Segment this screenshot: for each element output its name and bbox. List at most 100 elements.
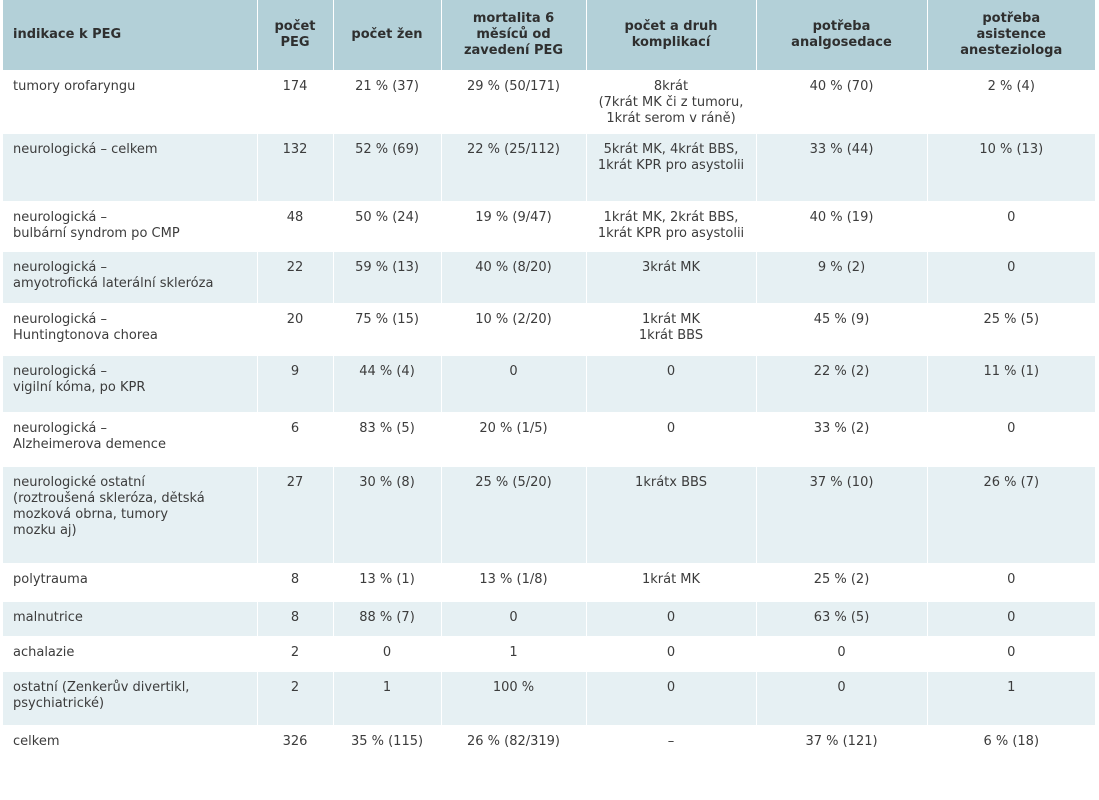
cell-complications: 1krát MK 1krát BBS — [585, 303, 756, 355]
cell-analgosedation: 33 % (2) — [755, 412, 927, 466]
header-mortality: mortalita 6 měsíců od zavedení PEG — [440, 0, 586, 70]
cell-peg-count: 22 — [256, 251, 333, 303]
cell-anesthesiologist: 0 — [926, 636, 1095, 671]
cell-mortality: 29 % (50/171) — [440, 70, 586, 133]
table-row: ostatní (Zenkerův divertikl, psychiatric… — [3, 671, 1095, 725]
cell-indication: neurologická – amyotrofická laterální sk… — [3, 251, 257, 303]
cell-peg-count: 2 — [256, 671, 333, 725]
table-row: achalazie 2 0 1 0 0 0 — [3, 636, 1095, 671]
cell-mortality: 22 % (25/112) — [440, 133, 586, 201]
table-row: neurologická – Huntingtonova chorea 20 7… — [3, 303, 1095, 355]
cell-analgosedation: 40 % (19) — [755, 201, 927, 251]
cell-complications: 0 — [585, 601, 756, 636]
cell-women-count: 30 % (8) — [332, 466, 441, 563]
cell-anesthesiologist: 11 % (1) — [926, 355, 1095, 412]
cell-women-count: 1 — [332, 671, 441, 725]
cell-anesthesiologist: 0 — [926, 563, 1095, 601]
cell-women-count: 21 % (37) — [332, 70, 441, 133]
header-analgosedation: potřeba analgosedace — [755, 0, 927, 70]
cell-women-count: 59 % (13) — [332, 251, 441, 303]
header-women-count: počet žen — [332, 0, 441, 70]
cell-anesthesiologist: 0 — [926, 251, 1095, 303]
table-row: polytrauma 8 13 % (1) 13 % (1/8) 1krát M… — [3, 563, 1095, 601]
cell-analgosedation: 40 % (70) — [755, 70, 927, 133]
cell-analgosedation: 22 % (2) — [755, 355, 927, 412]
cell-analgosedation: 25 % (2) — [755, 563, 927, 601]
table-row: neurologická – amyotrofická laterální sk… — [3, 251, 1095, 303]
cell-indication: neurologická – Alzheimerova demence — [3, 412, 257, 466]
table-header-row: indikace k PEG počet PEG počet žen morta… — [3, 0, 1095, 70]
cell-analgosedation: 45 % (9) — [755, 303, 927, 355]
cell-anesthesiologist: 2 % (4) — [926, 70, 1095, 133]
cell-complications: 0 — [585, 671, 756, 725]
cell-complications: – — [585, 725, 756, 760]
cell-indication: polytrauma — [3, 563, 257, 601]
cell-indication: neurologické ostatní (roztroušená skleró… — [3, 466, 257, 563]
header-peg-count: počet PEG — [256, 0, 333, 70]
cell-mortality: 0 — [440, 601, 586, 636]
cell-anesthesiologist: 6 % (18) — [926, 725, 1095, 760]
cell-peg-count: 2 — [256, 636, 333, 671]
cell-complications: 3krát MK — [585, 251, 756, 303]
cell-peg-count: 132 — [256, 133, 333, 201]
cell-mortality: 1 — [440, 636, 586, 671]
cell-mortality: 100 % — [440, 671, 586, 725]
cell-indication: achalazie — [3, 636, 257, 671]
cell-anesthesiologist: 10 % (13) — [926, 133, 1095, 201]
cell-indication: neurologická – Huntingtonova chorea — [3, 303, 257, 355]
cell-complications: 5krát MK, 4krát BBS, 1krát KPR pro asyst… — [585, 133, 756, 201]
cell-mortality: 10 % (2/20) — [440, 303, 586, 355]
cell-women-count: 35 % (115) — [332, 725, 441, 760]
cell-indication: malnutrice — [3, 601, 257, 636]
cell-anesthesiologist: 1 — [926, 671, 1095, 725]
cell-women-count: 0 — [332, 636, 441, 671]
header-anesthesiologist: potřeba asistence anesteziologa — [926, 0, 1095, 70]
cell-complications: 0 — [585, 412, 756, 466]
cell-women-count: 83 % (5) — [332, 412, 441, 466]
header-complications: počet a druh komplikací — [585, 0, 756, 70]
cell-analgosedation: 0 — [755, 671, 927, 725]
cell-indication: celkem — [3, 725, 257, 760]
cell-analgosedation: 0 — [755, 636, 927, 671]
cell-mortality: 13 % (1/8) — [440, 563, 586, 601]
cell-peg-count: 9 — [256, 355, 333, 412]
cell-indication: neurologická – vigilní kóma, po KPR — [3, 355, 257, 412]
cell-mortality: 0 — [440, 355, 586, 412]
table-row: neurologická – Alzheimerova demence 6 83… — [3, 412, 1095, 466]
cell-peg-count: 8 — [256, 563, 333, 601]
table-row: neurologická – celkem 132 52 % (69) 22 %… — [3, 133, 1095, 201]
cell-complications: 8krát (7krát MK či z tumoru, 1krát serom… — [585, 70, 756, 133]
cell-complications: 0 — [585, 355, 756, 412]
cell-peg-count: 48 — [256, 201, 333, 251]
table-row-total: celkem 326 35 % (115) 26 % (82/319) – 37… — [3, 725, 1095, 760]
cell-complications: 0 — [585, 636, 756, 671]
cell-mortality: 40 % (8/20) — [440, 251, 586, 303]
cell-anesthesiologist: 0 — [926, 412, 1095, 466]
table-row: tumory orofaryngu 174 21 % (37) 29 % (50… — [3, 70, 1095, 133]
cell-women-count: 44 % (4) — [332, 355, 441, 412]
cell-analgosedation: 37 % (121) — [755, 725, 927, 760]
cell-peg-count: 6 — [256, 412, 333, 466]
cell-analgosedation: 63 % (5) — [755, 601, 927, 636]
cell-mortality: 25 % (5/20) — [440, 466, 586, 563]
table-row: neurologické ostatní (roztroušená skleró… — [3, 466, 1095, 563]
cell-anesthesiologist: 25 % (5) — [926, 303, 1095, 355]
cell-analgosedation: 9 % (2) — [755, 251, 927, 303]
cell-mortality: 19 % (9/47) — [440, 201, 586, 251]
cell-indication: ostatní (Zenkerův divertikl, psychiatric… — [3, 671, 257, 725]
cell-women-count: 13 % (1) — [332, 563, 441, 601]
table-row: malnutrice 8 88 % (7) 0 0 63 % (5) 0 — [3, 601, 1095, 636]
cell-peg-count: 174 — [256, 70, 333, 133]
cell-anesthesiologist: 26 % (7) — [926, 466, 1095, 563]
cell-anesthesiologist: 0 — [926, 201, 1095, 251]
cell-women-count: 50 % (24) — [332, 201, 441, 251]
cell-indication: tumory orofaryngu — [3, 70, 257, 133]
cell-peg-count: 326 — [256, 725, 333, 760]
table-row: neurologická – bulbární syndrom po CMP 4… — [3, 201, 1095, 251]
table-row: neurologická – vigilní kóma, po KPR 9 44… — [3, 355, 1095, 412]
cell-women-count: 52 % (69) — [332, 133, 441, 201]
cell-complications: 1krát MK, 2krát BBS, 1krát KPR pro asyst… — [585, 201, 756, 251]
cell-peg-count: 8 — [256, 601, 333, 636]
cell-anesthesiologist: 0 — [926, 601, 1095, 636]
